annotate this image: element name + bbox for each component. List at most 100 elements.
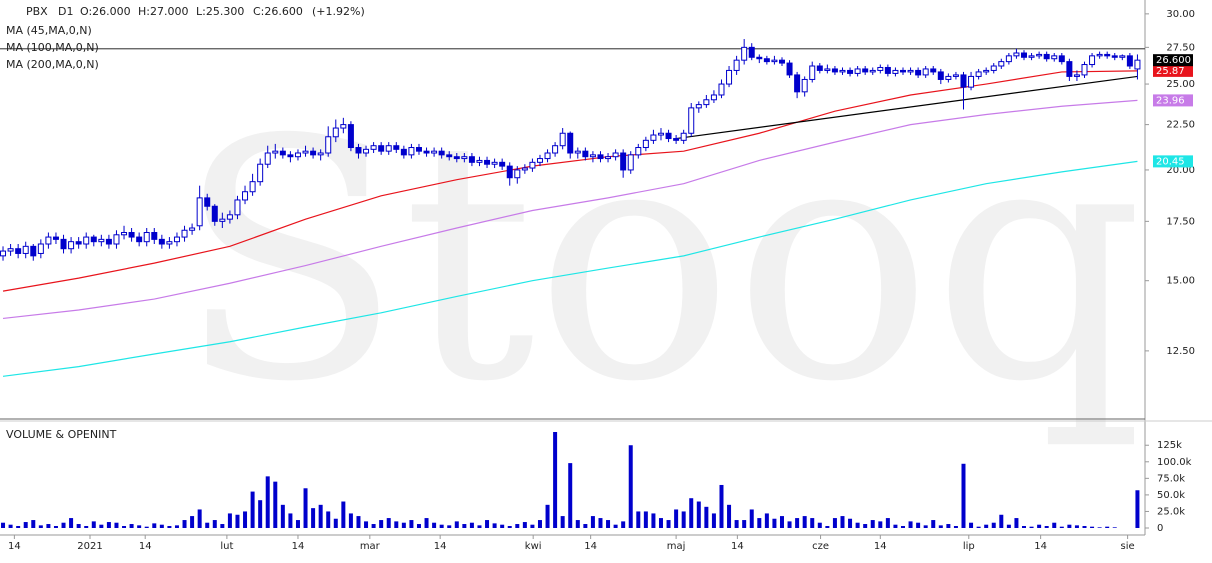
candle-body — [325, 136, 332, 154]
price-badge-label: 20.45 — [1156, 156, 1185, 167]
candle-body — [718, 83, 725, 96]
candle-body — [673, 138, 680, 141]
volume-bar — [719, 484, 724, 528]
volume-bar — [477, 525, 482, 528]
candle-body — [294, 152, 301, 158]
volume-bar — [1021, 526, 1026, 528]
volume-bar — [515, 524, 520, 528]
candle-body — [317, 152, 324, 156]
volume-bar — [553, 432, 558, 528]
close: C:26.600 — [253, 5, 303, 18]
price-badge-label: 26.600 — [1156, 55, 1191, 66]
y-tick-label: 15.00 — [1166, 276, 1195, 287]
candle-body — [0, 250, 7, 257]
volume-bar — [152, 523, 157, 528]
volume-bar — [394, 521, 399, 528]
candle-body — [1066, 61, 1073, 77]
volume-bar — [795, 518, 800, 528]
volume-bar — [31, 520, 36, 528]
candle-body — [990, 65, 997, 71]
volume-bar — [311, 508, 316, 528]
price-badge-label: 23.96 — [1156, 95, 1185, 106]
candle-body — [249, 181, 256, 193]
volume-bar — [1059, 526, 1064, 528]
x-tick-label: 14 — [874, 541, 887, 552]
volume-bar — [190, 516, 195, 528]
volume-bar — [46, 524, 51, 528]
volume-bar — [984, 524, 989, 528]
volume-bar — [817, 522, 822, 528]
price-badge — [1153, 94, 1193, 107]
volume-bar — [757, 518, 762, 528]
candle-body — [45, 236, 52, 245]
volume-bar — [1097, 527, 1102, 528]
volume-bar — [106, 522, 111, 528]
volume-bar — [727, 504, 732, 528]
volume-bar — [772, 518, 777, 528]
volume-bar — [908, 521, 913, 528]
volume-bar — [613, 524, 618, 528]
volume-bar — [1044, 526, 1049, 528]
candle-body — [340, 124, 347, 129]
candle-body — [302, 150, 309, 154]
candle-body — [415, 147, 422, 152]
volume-bar — [341, 501, 346, 528]
candle-body — [952, 74, 959, 77]
candle-body — [650, 134, 657, 141]
volume-bar — [174, 525, 179, 528]
candle-body — [461, 156, 468, 160]
volume-bar — [265, 476, 270, 528]
volume-bar — [53, 526, 58, 528]
volume-bar — [916, 522, 921, 528]
volume-bar — [205, 522, 210, 528]
candle-body — [635, 147, 642, 156]
volume-bar — [76, 524, 81, 528]
candle-body — [1013, 52, 1020, 57]
candle-body — [824, 68, 831, 71]
volume-bar — [61, 522, 66, 528]
header: PBX D1 O:26.000 H:27.000 L:25.300 C:26.6… — [26, 5, 365, 18]
x-tick-label: maj — [667, 541, 686, 552]
volume-bar — [583, 524, 588, 528]
candle-body — [726, 69, 733, 85]
volume-bar — [938, 525, 943, 528]
candle-body — [968, 75, 975, 88]
candle-body — [211, 205, 218, 222]
y-tick-label: 22.50 — [1166, 120, 1195, 131]
candle-body — [363, 148, 370, 154]
candle-body — [1111, 55, 1118, 58]
volume-bar — [1006, 524, 1011, 528]
candle-body — [226, 214, 233, 220]
volume-bar — [779, 516, 784, 528]
volume-bar — [227, 513, 232, 528]
volume-bar — [590, 516, 595, 528]
volume-bar — [1067, 524, 1072, 528]
candle-body — [884, 66, 891, 74]
volume-bar — [492, 523, 497, 528]
candle-body — [234, 199, 241, 216]
volume-bar — [537, 520, 542, 528]
candle-body — [98, 238, 105, 243]
candle-body — [710, 94, 717, 101]
candle-body — [1126, 55, 1133, 67]
candle-body — [1096, 53, 1103, 57]
price-badge-label: 25.87 — [1156, 66, 1185, 77]
candle-body — [60, 238, 67, 250]
volume-bar — [848, 518, 853, 528]
candle-body — [83, 236, 90, 245]
volume-bar — [1, 522, 6, 528]
volume-bar — [500, 524, 505, 528]
candle-body — [960, 74, 967, 88]
volume-bar — [364, 521, 369, 528]
volume-bar — [84, 526, 89, 528]
candle-body — [786, 62, 793, 76]
candle-body — [763, 58, 770, 63]
x-tick-label: kwi — [525, 541, 542, 552]
x-tick-label: 14 — [139, 541, 152, 552]
volume-bar — [893, 524, 898, 528]
candle-body — [196, 197, 203, 227]
candle-body — [219, 218, 226, 222]
candle-body — [158, 238, 165, 245]
candle-body — [733, 59, 740, 71]
